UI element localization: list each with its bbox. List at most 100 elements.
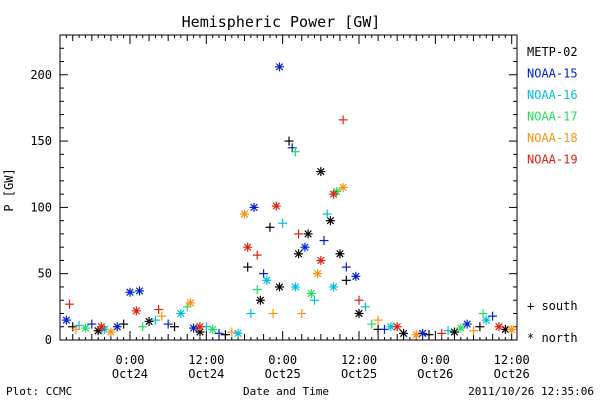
data-point-south bbox=[367, 319, 377, 329]
data-point-south bbox=[278, 218, 288, 228]
data-point-south bbox=[227, 327, 237, 337]
legend-entry: METP-02 bbox=[527, 45, 578, 59]
data-point-north bbox=[325, 216, 335, 226]
y-tick-label: 0 bbox=[45, 333, 52, 347]
data-point-north bbox=[294, 249, 304, 259]
x-tick-label-date: Oct25 bbox=[341, 367, 377, 381]
series-legend: METP-02 NOAA-15 NOAA-16 NOAA-17 NOAA-18 NOAA-… bbox=[527, 45, 578, 167]
y-axis: 0 50 100 150 200 bbox=[30, 47, 517, 347]
data-point-north bbox=[274, 62, 284, 72]
data-point-north bbox=[338, 183, 348, 192]
legend-entry: NOAA-18 bbox=[527, 131, 578, 145]
data-point-north bbox=[262, 275, 272, 285]
data-point-south bbox=[297, 308, 307, 318]
data-point-south bbox=[252, 285, 262, 295]
x-tick-label-time: 12:00 bbox=[188, 353, 224, 367]
data-point-north bbox=[249, 202, 259, 212]
y-axis-label: P [GW] bbox=[2, 168, 16, 211]
y-tick-label: 100 bbox=[30, 200, 52, 214]
data-point-south bbox=[259, 269, 269, 279]
data-point-south bbox=[360, 302, 370, 312]
data-point-north bbox=[354, 308, 364, 318]
plot-frame bbox=[59, 34, 518, 341]
data-point-north bbox=[313, 269, 323, 279]
data-point-south bbox=[220, 330, 230, 340]
data-point-south bbox=[284, 136, 294, 146]
data-point-south bbox=[319, 236, 329, 246]
data-point-south bbox=[475, 322, 485, 332]
data-point-south bbox=[437, 328, 447, 338]
x-tick-label-time: 12:00 bbox=[494, 353, 530, 367]
data-point-north bbox=[316, 255, 326, 265]
data-point-south bbox=[150, 315, 160, 325]
data-point-south bbox=[170, 322, 180, 332]
y-tick-label: 50 bbox=[38, 267, 52, 281]
data-point-north bbox=[243, 242, 253, 252]
data-point-north bbox=[208, 324, 218, 334]
data-point-north bbox=[195, 322, 205, 332]
data-point-north bbox=[195, 327, 205, 337]
data-point-north bbox=[306, 289, 316, 299]
data-point-north bbox=[274, 282, 284, 292]
data-point-south bbox=[138, 322, 148, 332]
data-point-south bbox=[268, 308, 278, 318]
chart-title: Hemispheric Power [GW] bbox=[182, 13, 381, 31]
data-point-north bbox=[144, 316, 154, 326]
x-tick-label-time: 12:00 bbox=[341, 353, 377, 367]
data-point-north bbox=[135, 286, 145, 296]
data-point-south bbox=[338, 115, 348, 125]
data-point-north bbox=[329, 282, 339, 292]
data-point-south bbox=[294, 229, 304, 239]
data-point-south bbox=[65, 299, 75, 309]
y-tick-label: 150 bbox=[30, 134, 52, 148]
legend-entry: NOAA-16 bbox=[527, 88, 578, 102]
x-tick-label-time: 0:00 bbox=[268, 353, 297, 367]
data-points bbox=[61, 62, 517, 340]
data-point-south bbox=[243, 262, 253, 272]
data-point-south bbox=[252, 250, 262, 260]
data-point-south bbox=[87, 319, 97, 329]
data-point-south bbox=[246, 308, 256, 318]
data-point-north bbox=[449, 327, 459, 337]
data-point-north bbox=[494, 322, 504, 332]
data-point-north bbox=[462, 319, 472, 329]
data-point-south bbox=[157, 311, 167, 321]
data-point-north bbox=[125, 287, 135, 297]
data-point-south bbox=[469, 326, 479, 336]
data-point-north bbox=[329, 189, 339, 199]
data-point-north bbox=[185, 298, 195, 308]
legend-entry: NOAA-19 bbox=[527, 153, 578, 167]
x-tick-label-date: Oct24 bbox=[188, 367, 224, 381]
data-point-north bbox=[271, 201, 281, 211]
data-point-north bbox=[176, 308, 186, 318]
data-point-south bbox=[214, 328, 224, 338]
data-point-south bbox=[488, 311, 498, 321]
data-point-north bbox=[303, 229, 313, 239]
data-point-north bbox=[239, 209, 249, 219]
data-point-north bbox=[96, 322, 106, 332]
data-point-south bbox=[322, 209, 332, 219]
data-point-north bbox=[255, 295, 265, 305]
x-axis: 0:00Oct2412:00Oct240:00Oct2512:00Oct250:… bbox=[59, 35, 530, 381]
data-point-north bbox=[61, 315, 71, 325]
data-point-south bbox=[71, 324, 81, 334]
data-point-north bbox=[507, 324, 517, 334]
footer-timestamp: 2011/10/26 12:35:06 bbox=[468, 385, 594, 398]
data-point-south bbox=[163, 319, 173, 329]
data-point-north bbox=[392, 322, 402, 332]
x-tick-label-date: Oct26 bbox=[417, 367, 453, 381]
data-point-north bbox=[290, 282, 300, 292]
data-point-north bbox=[386, 322, 396, 332]
data-point-north bbox=[335, 249, 345, 259]
legend-entry: NOAA-15 bbox=[527, 67, 578, 81]
data-point-north bbox=[411, 330, 421, 340]
y-tick-label: 200 bbox=[30, 68, 52, 82]
marker-legend-south: + south bbox=[527, 299, 578, 313]
data-point-south bbox=[443, 326, 453, 336]
x-tick-label-date: Oct24 bbox=[112, 367, 148, 381]
data-point-south bbox=[354, 295, 364, 305]
x-tick-label-time: 0:00 bbox=[421, 353, 450, 367]
data-point-north bbox=[418, 328, 428, 338]
data-point-north bbox=[189, 323, 199, 333]
